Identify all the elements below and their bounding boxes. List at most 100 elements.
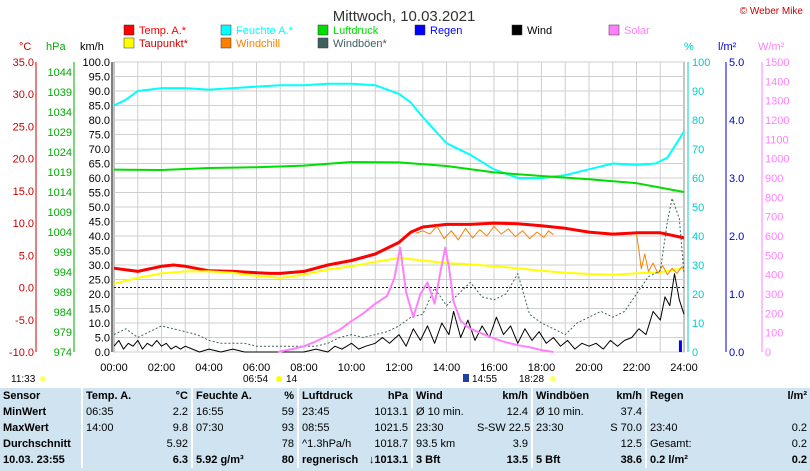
legend-swatch [317, 24, 329, 36]
summary-cell: Ø 10 min. [531, 404, 594, 420]
summary-row: MinWert 06:35 2.2 16:55 59 23:45 1013.1 Ø 10 mi… [0, 404, 810, 420]
summary-cell [81, 452, 144, 468]
legend-label: Taupunkt* [139, 38, 189, 50]
summary-cell: 14:00 [81, 420, 144, 436]
sunrise-label: 06:54 [243, 374, 268, 384]
pressure-tick: 994 [54, 267, 72, 279]
time-tick: 18:00 [528, 362, 556, 374]
solar-tick: 500 [765, 250, 783, 262]
pressure-tick: 984 [54, 307, 72, 319]
sun-icon [40, 376, 46, 382]
pressure-tick: 1014 [48, 187, 72, 199]
pressure-tick: 1024 [48, 147, 72, 159]
humidity-tick: 20 [692, 289, 704, 301]
summary-cell: 08:55 [297, 420, 360, 436]
humidity-tick: 40 [692, 231, 704, 243]
legend-swatch [317, 37, 329, 49]
humidity-tick: 70 [692, 144, 704, 156]
chart-svg: Mittwoch, 10.03.2021 © Weber Mike Temp. A.… [9, 6, 804, 385]
summary-cell: 06:35 [81, 404, 144, 420]
humidity-tick: 0 [692, 347, 698, 359]
summary-cell: 5 Bft [531, 452, 594, 468]
pressure-tick: 1019 [48, 167, 72, 179]
summary-cell: 93 [281, 422, 294, 434]
solar-tick: 600 [765, 231, 783, 243]
solar-tick: 1400 [765, 76, 789, 88]
wind-tick: 100.0 [82, 57, 110, 69]
pressure-tick: 974 [54, 347, 72, 359]
humidity-tick: 50 [692, 202, 704, 214]
legend-swatch [123, 24, 135, 36]
time-tick: 14:00 [433, 362, 461, 374]
summary-cell: Wind [411, 388, 474, 404]
legend-swatch [220, 24, 232, 36]
summary-cell: 1018.7 [374, 438, 408, 450]
legend-swatch [414, 24, 426, 36]
summary-cell: 12.5 [620, 438, 642, 450]
series-line-8 [277, 246, 554, 353]
wind-tick: 40.0 [89, 231, 110, 243]
time-tick: 12:00 [385, 362, 413, 374]
temp-unit: °C [19, 41, 31, 53]
summary-row: Durchschnitt 5.92 78 ^1.3hPa/h 1018.7 93.5 km… [0, 436, 810, 452]
summary-cell: 23:30 [411, 420, 474, 436]
time-tick: 06:00 [243, 362, 271, 374]
summary-cell [81, 436, 144, 452]
wind-tick: 80.0 [89, 115, 110, 127]
wind-tick: 10.0 [89, 318, 110, 330]
wind-unit: km/h [80, 41, 104, 53]
summary-cell: 1013.1 [374, 406, 408, 418]
wind-tick: 20.0 [89, 289, 110, 301]
summary-cell: 10.03. 23:55 [3, 454, 65, 466]
time-tick: 04:00 [195, 362, 223, 374]
solar-tick: 800 [765, 192, 783, 204]
weather-chart: Mittwoch, 10.03.2021 © Weber Mike Temp. A.… [9, 6, 804, 385]
solar-tick: 0 [765, 347, 771, 359]
pressure-tick: 1044 [48, 67, 72, 79]
temp-tick: 10.0 [13, 218, 34, 230]
summary-cell: 23:30 [531, 420, 594, 436]
summary-cell: °C [175, 390, 188, 402]
summary-cell: 23:40 [645, 420, 712, 436]
temp-tick: 20.0 [13, 154, 34, 166]
summary-cell: regnerisch [297, 452, 360, 468]
time-tick: 00:00 [100, 362, 128, 374]
wind-tick: 70.0 [89, 144, 110, 156]
time-tick: 20:00 [575, 362, 603, 374]
solar-tick: 400 [765, 270, 783, 282]
rain-tick: 2.0 [729, 231, 744, 243]
summary-cell: 6.3 [172, 454, 188, 466]
summary-cell: 78 [281, 438, 294, 450]
summary-cell: 5.92 g/m³ [191, 452, 252, 468]
summary-cell: Sensor [3, 390, 41, 402]
summary-cell: % [284, 390, 294, 402]
summary-cell: l/m² [787, 390, 807, 402]
summary-cell: 23:45 [297, 404, 360, 420]
legend-label: Wind [527, 25, 552, 37]
time-tick: 02:00 [148, 362, 176, 374]
wind-tick: 55.0 [89, 188, 110, 200]
wind-tick: 90.0 [89, 86, 110, 98]
wind-tick: 25.0 [89, 275, 110, 287]
series-line-6 [113, 197, 685, 347]
series-line-2 [113, 82, 685, 179]
summary-cell: 1021.5 [374, 422, 408, 434]
solar-tick: 1500 [765, 57, 789, 69]
humidity-tick: 90 [692, 86, 704, 98]
series-line-4 [415, 225, 554, 241]
legend-label: Windböen* [333, 38, 388, 50]
transit-icon [463, 374, 469, 382]
summary-cell: ^1.3hPa/h [297, 436, 360, 452]
series-line-3 [113, 161, 685, 193]
pressure-tick: 979 [54, 327, 72, 339]
legend-swatch [608, 24, 620, 36]
legend-label: Solar [624, 25, 650, 37]
summary-cell: km/h [502, 390, 528, 402]
summary-cell: 3 Bft [411, 452, 474, 468]
legend-label: Feuchte A.* [236, 25, 294, 37]
pressure-tick: 1004 [48, 227, 72, 239]
summary-cell: hPa [387, 390, 408, 402]
summary-cell: MinWert [3, 406, 47, 418]
summary-cell: 3.9 [512, 438, 528, 450]
summary-cell: 93.5 km [411, 436, 474, 452]
